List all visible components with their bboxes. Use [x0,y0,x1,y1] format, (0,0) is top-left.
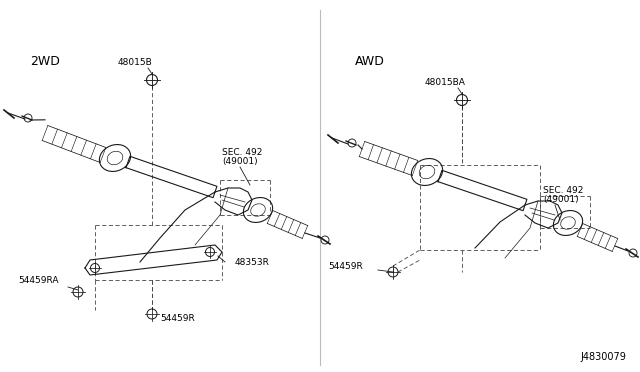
Text: (49001): (49001) [222,157,258,166]
Text: 2WD: 2WD [30,55,60,68]
Text: 48015BA: 48015BA [425,78,466,87]
Text: 54459RA: 54459RA [18,276,58,285]
Text: 54459R: 54459R [328,262,363,271]
Text: J4830079: J4830079 [580,352,626,362]
Text: SEC. 492: SEC. 492 [543,186,584,195]
Text: 54459R: 54459R [160,314,195,323]
Text: SEC. 492: SEC. 492 [222,148,262,157]
Text: 48353R: 48353R [235,258,270,267]
Text: AWD: AWD [355,55,385,68]
Text: (49001): (49001) [543,195,579,204]
Text: 48015B: 48015B [118,58,153,67]
